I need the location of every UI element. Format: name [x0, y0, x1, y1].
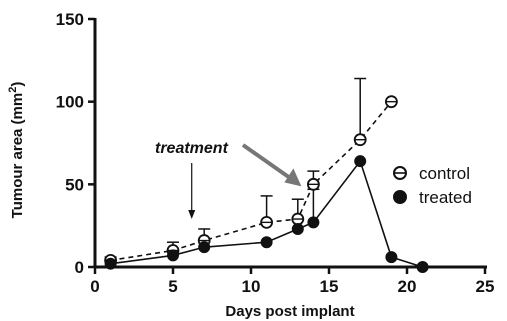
treated-data-point [291, 222, 304, 235]
treated-data-point [307, 216, 320, 229]
legend-control-label: control [419, 164, 470, 183]
x-tick-label: 0 [90, 277, 99, 296]
treated-data-point [260, 236, 273, 249]
treated-data-point [354, 155, 367, 168]
y-tick-label: 0 [75, 258, 84, 277]
treated-data-point [416, 261, 429, 273]
highlight-arrow-line [241, 143, 295, 182]
x-tick-label: 20 [398, 277, 417, 296]
series-points [104, 95, 429, 273]
legend-treated-label: treated [419, 188, 472, 207]
annotations: treatment [155, 140, 302, 219]
error-bars [104, 77, 367, 261]
x-tick-label: 5 [168, 277, 177, 296]
treatment-annotation-label: treatment [155, 140, 229, 157]
highlight-arrow-head [284, 168, 302, 187]
treatment-arrow-head [188, 210, 196, 219]
treated-data-point [104, 257, 117, 270]
control-series-line [110, 101, 393, 262]
treated-data-point [198, 241, 211, 254]
x-tick-label: 15 [320, 277, 339, 296]
y-tick-label: 100 [56, 93, 84, 112]
x-tick-label: 10 [242, 277, 261, 296]
x-axis-label: Days post implant [225, 303, 354, 320]
x-tick-label: 25 [476, 277, 495, 296]
y-tick-label: 50 [65, 175, 84, 194]
legend: control treated [393, 164, 472, 207]
treated-data-point [385, 251, 398, 264]
axes: 0 5 10 15 20 25 0 50 100 150 [56, 10, 495, 296]
legend-treated-marker [393, 190, 407, 204]
y-axis-label: Tumour area (mm2) [7, 82, 26, 219]
treated-data-point [167, 249, 179, 262]
y-tick-label: 150 [56, 10, 84, 29]
